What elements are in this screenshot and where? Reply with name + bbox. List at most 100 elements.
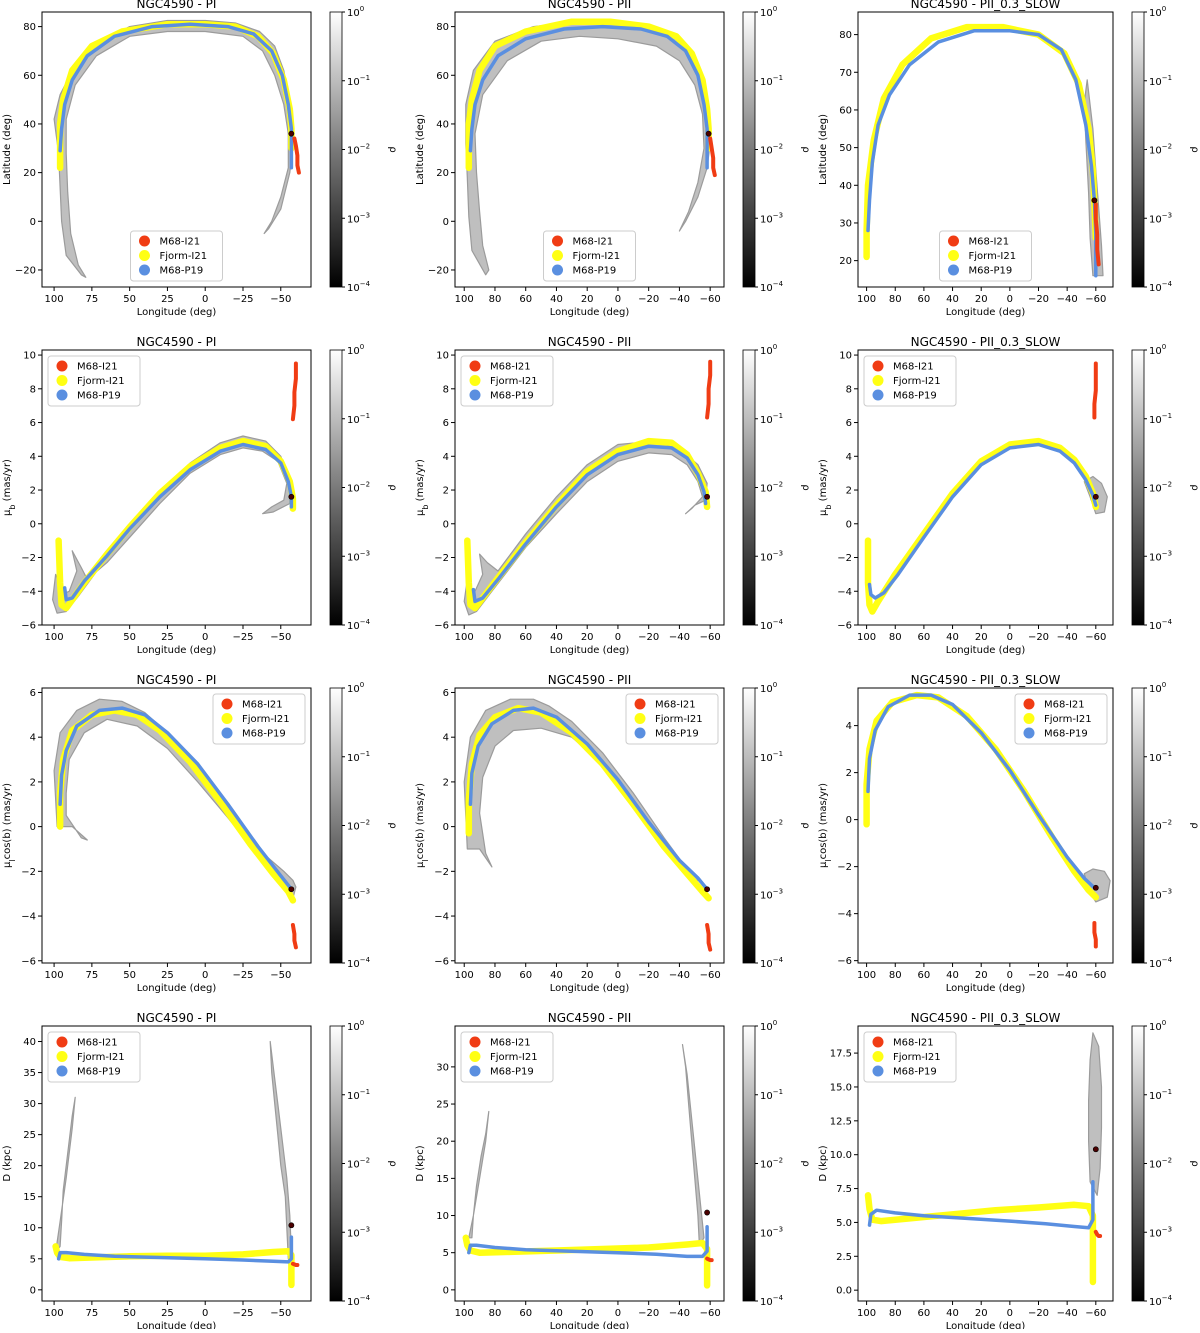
legend-marker — [56, 375, 68, 386]
y-tick-label: 4 — [846, 452, 852, 463]
colorbar-label: ρ — [387, 146, 398, 152]
x-tick-label: 40 — [946, 632, 959, 643]
legend-marker — [469, 1065, 481, 1077]
y-tick-label: 7.5 — [836, 1184, 852, 1195]
series-track-fjorm-i21 — [465, 704, 712, 902]
legend-label: Fjorm-I21 — [490, 376, 538, 387]
legend-marker — [552, 250, 563, 261]
x-tick-label: −20 — [1028, 970, 1049, 981]
colorbar: 100 10−1 10−2 10−3 10−4 ρ — [1131, 681, 1200, 970]
legend-label: M68-I21 — [160, 237, 201, 248]
data-layer — [462, 1043, 714, 1289]
colorbar-tick-label: 10−1 — [347, 412, 370, 426]
y-tick-label: −2 — [21, 867, 36, 878]
legend-label: Fjorm-I21 — [655, 714, 703, 725]
y-axis-label: μlcos(b) (mas/yr) — [2, 783, 17, 868]
colorbar-gradient — [1131, 1025, 1145, 1302]
legend-marker — [469, 375, 481, 386]
legend: M68-I21 Fjorm-I21 M68-P19 — [863, 355, 957, 407]
data-layer — [863, 23, 1104, 278]
y-tick-label: 20 — [436, 1137, 449, 1148]
axes-frame — [857, 687, 1114, 964]
x-tick-label: 100 — [455, 294, 474, 305]
x-tick-label: 0 — [615, 1308, 621, 1319]
y-tick-label: 10.0 — [830, 1150, 852, 1161]
x-tick-label: 60 — [519, 294, 532, 305]
y-tick-label: 4 — [30, 733, 36, 744]
progenitor-marker — [704, 1209, 710, 1216]
colorbar-tick-label: 100 — [760, 681, 777, 695]
legend-marker — [552, 264, 563, 276]
y-tick-label: 40 — [839, 181, 852, 192]
x-tick-label: 50 — [123, 294, 136, 305]
colorbar-gradient — [1131, 349, 1145, 626]
legend-label: M68-I21 — [1044, 700, 1085, 711]
x-tick-label: 100 — [857, 294, 876, 305]
colorbar: 100 10−1 10−2 10−3 10−4 ρ — [742, 1019, 811, 1308]
colorbar-tick-label: 10−2 — [347, 143, 370, 157]
colorbar-label: ρ — [800, 1160, 811, 1166]
y-tick-label: 80 — [436, 22, 449, 33]
stream-density-region — [269, 1040, 292, 1260]
x-tick-label: 60 — [519, 632, 532, 643]
legend-box — [130, 230, 223, 282]
progenitor-marker — [288, 1222, 295, 1229]
legend-marker — [872, 1036, 884, 1048]
x-tick-label: −40 — [669, 970, 690, 981]
y-tick-label: 8 — [30, 384, 36, 395]
y-tick-label: 2 — [846, 768, 852, 779]
legend-marker — [1023, 698, 1035, 710]
y-axis-label: Latitude (deg) — [818, 114, 829, 185]
progenitor-marker — [705, 130, 712, 137]
x-tick-label: −25 — [232, 970, 253, 981]
y-tick-label: 17.5 — [830, 1049, 852, 1060]
x-tick-label: 20 — [581, 294, 594, 305]
x-tick-label: −20 — [1028, 294, 1049, 305]
x-tick-label: 20 — [975, 1308, 988, 1319]
colorbar-tick-label: 10−3 — [1149, 211, 1172, 225]
legend: M68-I21 Fjorm-I21 M68-P19 — [939, 230, 1032, 282]
progenitor-marker — [1091, 197, 1098, 204]
colorbar: 100 10−1 10−2 10−3 10−4 ρ — [329, 1019, 398, 1308]
legend-marker — [469, 1036, 481, 1048]
legend-label: M68-P19 — [242, 729, 286, 740]
stream-density-region — [54, 1096, 76, 1254]
colorbar: 100 10−1 10−2 10−3 10−4 ρ — [329, 5, 398, 294]
colorbar-label: ρ — [800, 822, 811, 828]
colorbar-tick-label: 10−1 — [760, 1088, 783, 1102]
legend-label: M68-P19 — [77, 391, 121, 402]
colorbar-tick-label: 10−1 — [347, 74, 370, 88]
x-tick-label: −50 — [270, 1308, 291, 1319]
y-tick-label: −2 — [837, 553, 852, 564]
y-tick-label: 60 — [436, 71, 449, 82]
colorbar-label: ρ — [387, 822, 398, 828]
legend-marker — [872, 375, 884, 386]
legend-marker — [872, 360, 884, 372]
legend-label: M68-I21 — [893, 362, 934, 373]
legend-marker — [948, 264, 959, 276]
chart-panel-1: NGC4590 - PI 100 75 50 25 0 −25 −50 −20 0 20 40 60 80… — [2, 0, 398, 318]
y-axis-label: D (kpc) — [2, 1145, 13, 1181]
legend-marker — [872, 1051, 884, 1062]
x-tick-label: −60 — [1085, 970, 1106, 981]
y-tick-label: 2 — [443, 486, 449, 497]
x-tick-label: −20 — [638, 294, 659, 305]
legend-marker — [139, 235, 150, 247]
x-axis-label: Longitude (deg) — [137, 307, 217, 318]
colorbar-tick-label: 10−3 — [760, 1225, 783, 1239]
data-layer — [465, 18, 717, 276]
x-tick-label: 50 — [123, 970, 136, 981]
y-tick-label: −6 — [21, 956, 36, 967]
x-tick-label: 40 — [550, 970, 563, 981]
colorbar-tick-label: 10−3 — [760, 211, 783, 225]
colorbar-tick-label: 10−3 — [1149, 887, 1172, 901]
colorbar-gradient — [329, 687, 343, 964]
colorbar-tick-label: 10−3 — [347, 887, 370, 901]
y-tick-label: 30 — [839, 218, 852, 229]
x-tick-label: 0 — [615, 632, 621, 643]
legend-label: M68-P19 — [1044, 729, 1088, 740]
colorbar-gradient — [1131, 11, 1145, 288]
series-track-m68-p19 — [58, 706, 294, 891]
y-axis-label: D (kpc) — [415, 1145, 426, 1181]
colorbar-tick-label: 10−3 — [347, 1225, 370, 1239]
